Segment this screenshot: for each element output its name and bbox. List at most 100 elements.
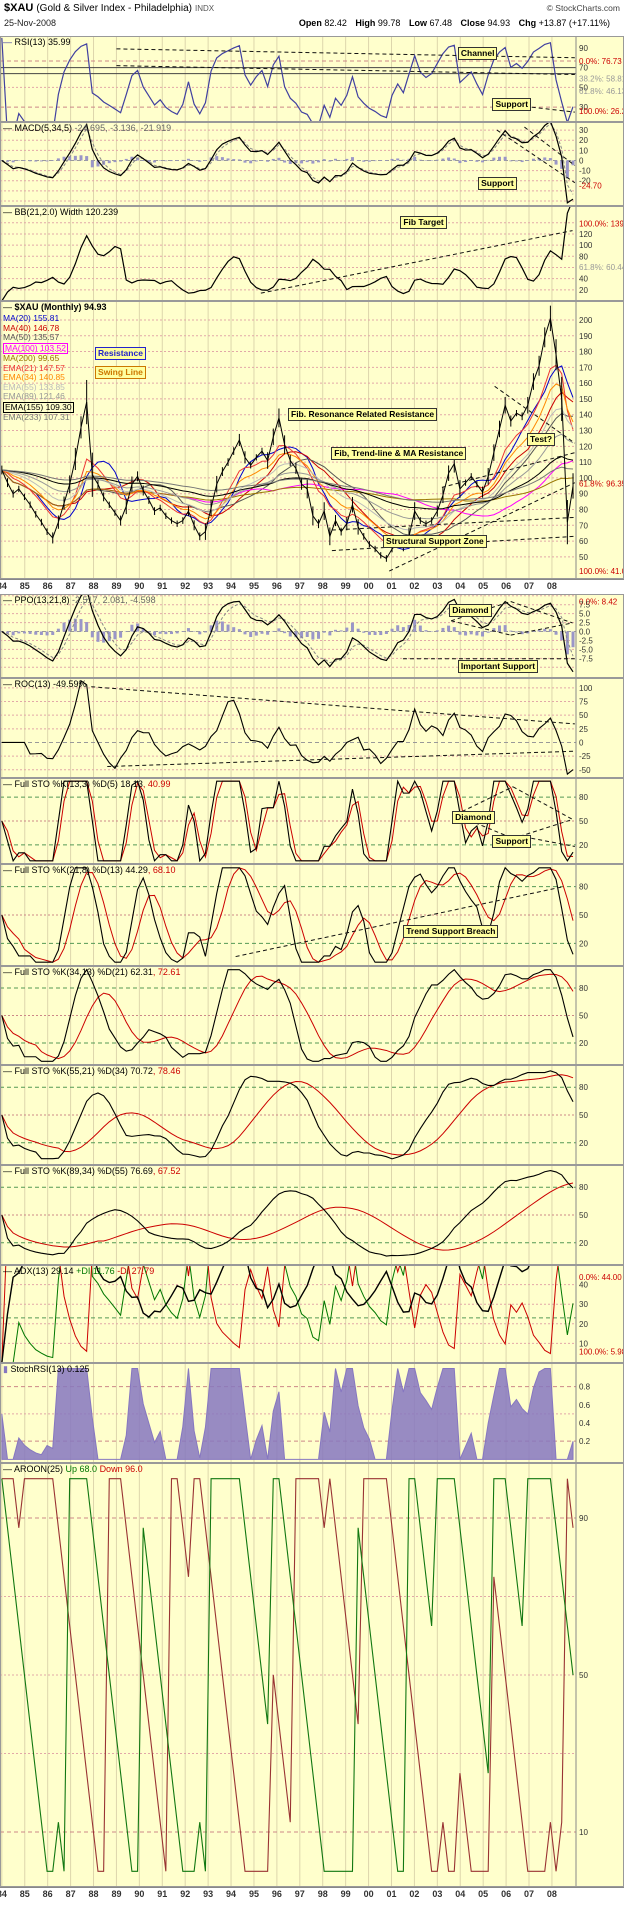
svg-text:0: 0 — [579, 738, 584, 747]
panel-sto4: 80 50 20 — Full STO %K(55,21) %D(34) 70.72,… — [0, 1065, 624, 1165]
year-label: 86 — [42, 1889, 53, 1899]
chart-roc: 100 75 50 25 0 -25 -50 — [0, 678, 624, 778]
year-label: 85 — [19, 581, 30, 591]
legend-item: MA(100) 103.52 — [3, 342, 68, 354]
chg-value: +13.87 (+17.11%) — [538, 18, 610, 28]
svg-text:50: 50 — [579, 1111, 588, 1120]
svg-text:50: 50 — [579, 83, 588, 92]
chart-sto1: 80 50 20 — [0, 778, 624, 864]
svg-text:100: 100 — [579, 241, 593, 250]
svg-text:80: 80 — [579, 1183, 588, 1192]
svg-text:20: 20 — [579, 136, 588, 145]
annotation-channel: Channel — [457, 47, 498, 61]
year-label: 99 — [340, 581, 351, 591]
svg-text:90: 90 — [579, 1514, 588, 1523]
year-label: 06 — [501, 581, 512, 591]
year-label: 84 — [0, 581, 7, 591]
year-label: 07 — [524, 581, 535, 591]
svg-text:0.0%: 76.73: 0.0%: 76.73 — [579, 57, 622, 66]
svg-text:90: 90 — [579, 44, 588, 53]
panel-label-ppo: — PPO(13,21,8) -2.517, 2.081, -4.598 — [3, 595, 156, 605]
panel-label-sto5: — Full STO %K(89,34) %D(55) 76.69, 67.52 — [3, 1166, 181, 1176]
annotation-support: Support — [492, 97, 532, 111]
year-label: 96 — [271, 1889, 282, 1899]
x-axis: 84 85 86 87 88 89 90 91 92 93 94 95 96 97 98 99 00 01 02 03… — [0, 579, 624, 594]
legend-item: MA(50) 135.57 — [3, 332, 60, 342]
svg-text:50: 50 — [579, 1012, 588, 1021]
svg-text:25: 25 — [579, 725, 588, 734]
annotation-diamond: Diamond — [449, 604, 492, 618]
svg-text:170: 170 — [579, 363, 593, 372]
year-label: 94 — [226, 1889, 237, 1899]
svg-text:80: 80 — [579, 793, 588, 802]
panel-label-sto1: — Full STO %K(13,3) %D(5) 18.13, 40.99 — [3, 779, 171, 789]
svg-text:5.0: 5.0 — [579, 610, 591, 619]
panel-price: 200 190 180 170 160 150 140 130 120 110 100 61.8%: … — [0, 301, 624, 579]
panel-sto1: 80 50 20 — Full STO %K(13,3) %D(5) 18.13, 4… — [0, 778, 624, 864]
svg-text:80: 80 — [579, 883, 588, 892]
year-label: 88 — [88, 581, 99, 591]
annotation-support: Support — [478, 177, 517, 191]
year-label: 97 — [294, 581, 305, 591]
svg-text:20: 20 — [579, 1039, 588, 1048]
svg-text:-10: -10 — [579, 167, 591, 176]
panel-stochrsi: 0.8 0.6 0.4 0.2 ▮ StochRSI(13) 0.125 — [0, 1363, 624, 1463]
year-label: 07 — [524, 1889, 535, 1899]
year-label: 90 — [134, 581, 145, 591]
year-label: 87 — [65, 1889, 76, 1899]
panel-label-sto4: — Full STO %K(55,21) %D(34) 70.72, 78.46 — [3, 1066, 181, 1076]
svg-text:20: 20 — [579, 1239, 588, 1248]
svg-text:70: 70 — [579, 521, 588, 530]
year-label: 02 — [409, 1889, 420, 1899]
chart-bb: 100.0%: 139.00 120 100 80 61.8%: 60.44 40 20 — [0, 206, 624, 301]
svg-text:0.2: 0.2 — [579, 1437, 591, 1446]
svg-text:10: 10 — [579, 146, 588, 155]
svg-text:90: 90 — [579, 490, 588, 499]
svg-text:140: 140 — [579, 411, 593, 420]
year-label: 03 — [432, 581, 443, 591]
svg-text:70: 70 — [579, 64, 588, 73]
year-label: 90 — [134, 1889, 145, 1899]
year-label: 00 — [363, 1889, 374, 1899]
svg-text:100.0%: 139.00: 100.0%: 139.00 — [579, 219, 624, 228]
svg-text:0.0%: 44.00: 0.0%: 44.00 — [579, 1273, 622, 1282]
panel-label-aroon: — AROON(25) Up 68.0 Down 96.0 — [3, 1464, 143, 1474]
legend-item: MA(200) 99.65 — [3, 353, 60, 363]
annotation-important-support: Important Support — [457, 659, 539, 673]
svg-text:-7.5: -7.5 — [579, 654, 593, 663]
close-label: Close — [460, 18, 486, 28]
svg-text:120: 120 — [579, 442, 593, 451]
panel-label-stochrsi: ▮ StochRSI(13) 0.125 — [3, 1364, 90, 1374]
panel-label-sto2: — Full STO %K(21,8) %D(13) 44.29, 68.10 — [3, 865, 176, 875]
svg-text:80: 80 — [579, 1083, 588, 1092]
chg-label: Chg — [518, 18, 537, 28]
svg-text:0.0%: 8.42: 0.0%: 8.42 — [579, 597, 618, 606]
chart-sto5: 80 50 20 — [0, 1165, 624, 1265]
panel-label-bb: — BB(21,2.0) Width 120.239 — [3, 207, 119, 217]
chart-sto3: 80 50 20 — [0, 966, 624, 1065]
legend-item: EMA(34) 140.85 — [3, 372, 65, 382]
svg-text:0: 0 — [579, 156, 584, 165]
svg-text:10: 10 — [579, 1828, 588, 1837]
svg-text:60: 60 — [579, 537, 588, 546]
svg-text:0.4: 0.4 — [579, 1419, 591, 1428]
annotation-structural-support-zone: Structural Support Zone — [383, 534, 487, 548]
chart-panels: 90 0.0%: 76.73 70 38.2%: 58.81 50 61.8%: 46.1… — [0, 36, 624, 1912]
low-value: 67.48 — [429, 18, 452, 28]
annotation-diamond: Diamond — [452, 810, 495, 824]
copyright: © StockCharts.com — [546, 3, 620, 13]
annotation-support: Support — [492, 834, 532, 848]
high-label: High — [355, 18, 376, 28]
price-legend: MA(20) 155.81 MA(40) 146.78 MA(50) 135.57 M… — [3, 313, 74, 423]
svg-text:50: 50 — [579, 553, 588, 562]
legend-item: EMA(89) 121.46 — [3, 391, 65, 401]
year-label: 02 — [409, 581, 420, 591]
svg-text:0.0: 0.0 — [579, 628, 591, 637]
title-row: $XAU (Gold & Silver Index - Philadelphia… — [4, 2, 620, 18]
legend-item: EMA(155) 109.30 — [3, 401, 74, 413]
open-value: 82.42 — [324, 18, 347, 28]
year-label: 97 — [294, 1889, 305, 1899]
panel-roc: 100 75 50 25 0 -25 -50 — ROC(13) -49.59% — [0, 678, 624, 778]
symbol-name: (Gold & Silver Index - Philadelphia) — [36, 3, 192, 14]
